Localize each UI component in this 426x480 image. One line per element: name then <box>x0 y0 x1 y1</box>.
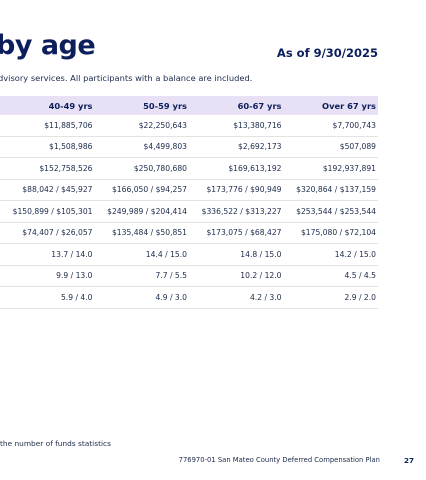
table-cell: $507,089 <box>283 136 378 158</box>
table-row: $74,407 / $26,057 $135,484 / $50,851 $17… <box>0 222 378 244</box>
table-cell: 4.9 / 3.0 <box>94 286 189 309</box>
table-cell: $250,780,680 <box>94 157 189 180</box>
table-cell: 7.7 / 5.5 <box>94 265 189 287</box>
table-cell: $135,484 / $50,851 <box>94 222 189 244</box>
table-cell: 5.9 / 4.0 <box>0 286 95 309</box>
table-cell: $192,937,891 <box>283 157 378 180</box>
table-cell: 9.9 / 13.0 <box>0 265 95 287</box>
table-cell: $22,250,643 <box>94 115 189 137</box>
table-row: 9.9 / 13.0 7.7 / 5.5 10.2 / 12.0 4.5 / 4… <box>0 265 378 287</box>
table-row: $152,758,526 $250,780,680 $169,613,192 $… <box>0 157 378 180</box>
table-cell: 13.7 / 14.0 <box>0 243 95 266</box>
table-cell: $4,499,803 <box>94 136 189 158</box>
column-header-50-59: 50-59 yrs <box>94 96 189 115</box>
table-cell: $74,407 / $26,057 <box>0 222 95 244</box>
page-number: 27 <box>403 456 414 465</box>
table-cell: $320,864 / $137,159 <box>283 179 378 201</box>
table-cell: $13,380,716 <box>189 115 284 137</box>
table-cell: $7,700,743 <box>283 115 378 137</box>
table-cell: $2,692,173 <box>189 136 284 158</box>
table-cell: $11,885,706 <box>0 115 95 137</box>
footnote: the number of funds statistics <box>0 439 111 448</box>
table-row: $11,885,706 $22,250,643 $13,380,716 $7,7… <box>0 115 378 137</box>
table-cell: $336,522 / $313,227 <box>189 200 284 223</box>
table-cell: $169,613,192 <box>189 157 284 180</box>
page-title: by age <box>0 30 96 61</box>
table-cell: $249,989 / $204,414 <box>94 200 189 223</box>
table-row: 5.9 / 4.0 4.9 / 3.0 4.2 / 3.0 2.9 / 2.0 <box>0 286 378 309</box>
age-statistics-table: 40-49 yrs 50-59 yrs 60-67 yrs Over 67 yr… <box>0 96 378 309</box>
table-header-row: 40-49 yrs 50-59 yrs 60-67 yrs Over 67 yr… <box>0 96 378 115</box>
table-row: 13.7 / 14.0 14.4 / 15.0 14.8 / 15.0 14.2… <box>0 243 378 266</box>
table-cell: 10.2 / 12.0 <box>189 265 284 287</box>
table-row: $150,899 / $105,301 $249,989 / $204,414 … <box>0 200 378 223</box>
table-cell: $150,899 / $105,301 <box>0 200 95 223</box>
table-cell: $175,080 / $72,104 <box>283 222 378 244</box>
subtitle-text: dvisory services. All participants with … <box>0 73 253 83</box>
table-cell: $173,075 / $68,427 <box>189 222 284 244</box>
table-cell: $173,776 / $90,949 <box>189 179 284 201</box>
table-cell: 4.2 / 3.0 <box>189 286 284 309</box>
table-cell: 4.5 / 4.5 <box>283 265 378 287</box>
footer-plan-name: 776970-01 San Mateo County Deferred Comp… <box>178 456 380 464</box>
table-row: $88,042 / $45,927 $166,050 / $94,257 $17… <box>0 179 378 201</box>
table-cell: $166,050 / $94,257 <box>94 179 189 201</box>
table-cell: 14.2 / 15.0 <box>283 243 378 266</box>
table-cell: 14.8 / 15.0 <box>189 243 284 266</box>
column-header-over-67: Over 67 yrs <box>283 96 378 115</box>
table-cell: $253,544 / $253,544 <box>283 200 378 223</box>
table-cell: $1,508,986 <box>0 136 95 158</box>
column-header-60-67: 60-67 yrs <box>189 96 284 115</box>
table-cell: 14.4 / 15.0 <box>94 243 189 266</box>
column-header-40-49: 40-49 yrs <box>0 96 95 115</box>
table-cell: $88,042 / $45,927 <box>0 179 95 201</box>
as-of-date: As of 9/30/2025 <box>276 46 378 60</box>
table-cell: 2.9 / 2.0 <box>283 286 378 309</box>
table-cell: $152,758,526 <box>0 157 95 180</box>
table-row: $1,508,986 $4,499,803 $2,692,173 $507,08… <box>0 136 378 158</box>
